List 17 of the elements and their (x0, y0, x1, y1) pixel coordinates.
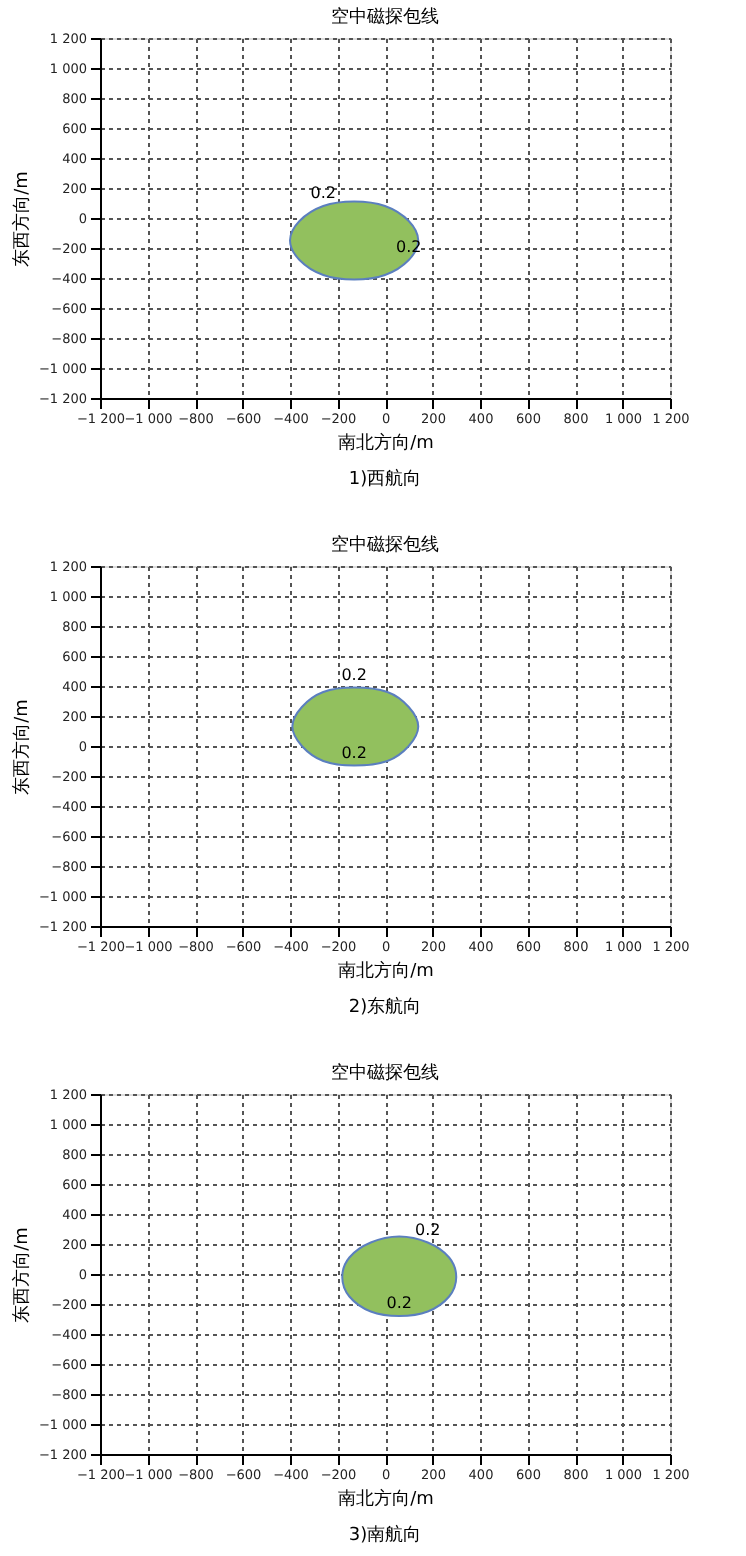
annotation: 0.2 (415, 1220, 441, 1239)
chart-title: 空中磁探包线 (331, 1062, 439, 1084)
annotation: 0.2 (341, 665, 367, 684)
annotation: 0.2 (310, 184, 336, 202)
y-axis-title: 东西方向/m (10, 171, 33, 267)
chart-title: 空中磁探包线 (331, 6, 439, 28)
annotation: 0.2 (386, 1294, 412, 1312)
text: 3)南航向 (348, 1524, 422, 1546)
x-axis-title: 南北方向/m (338, 1488, 434, 1510)
text: 1)西航向 (348, 468, 422, 490)
y-axis-title: 东西方向/m (10, 1227, 33, 1323)
x-axis-title: 南北方向/m (338, 960, 434, 982)
y-axis-title: 东西方向/m (10, 699, 33, 795)
chart-title: 空中磁探包线 (331, 534, 439, 556)
text: 2)东航向 (348, 996, 422, 1018)
x-axis-title: 南北方向/m (338, 432, 434, 454)
annotation: 0.2 (341, 743, 367, 762)
